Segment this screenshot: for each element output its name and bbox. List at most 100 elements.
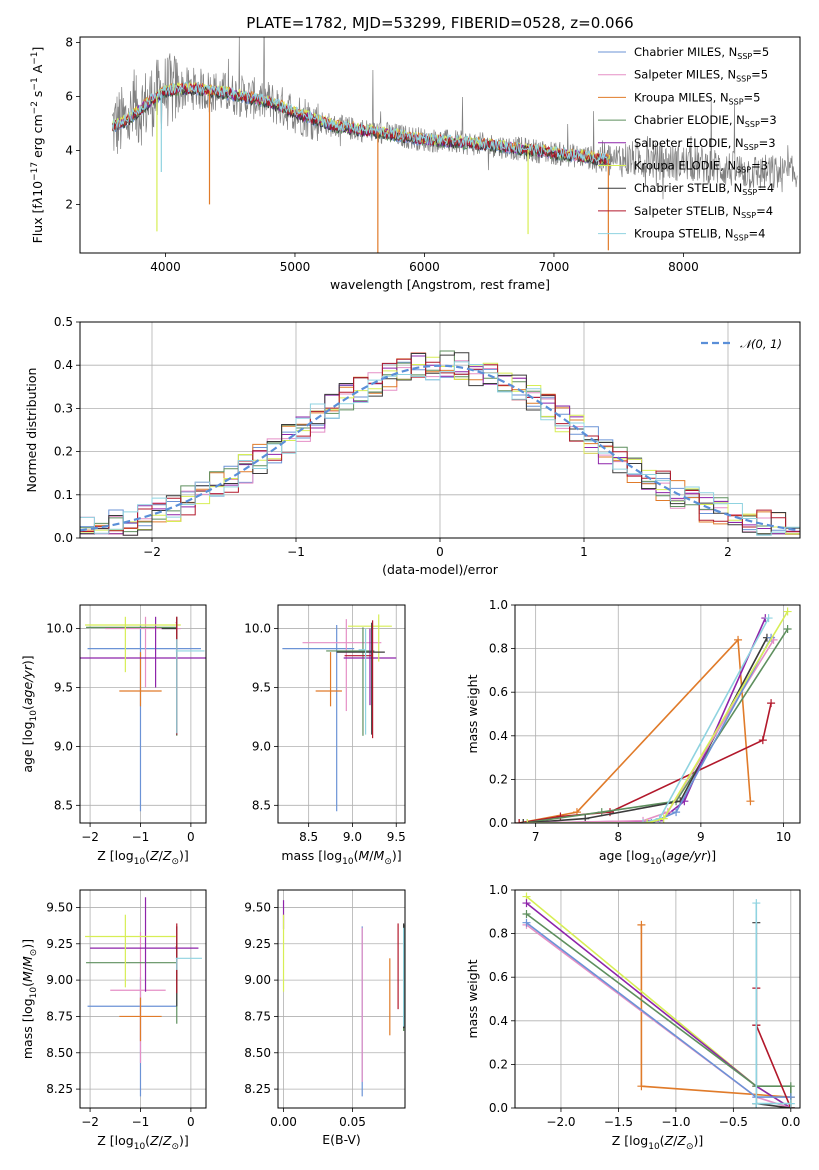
y-tick-label: 0.0 [54, 531, 73, 545]
cumulative-series [752, 918, 795, 1108]
y-tick-label: 10.0 [244, 622, 271, 636]
errorbar-point [326, 627, 375, 736]
errorbar-plot [85, 897, 202, 1097]
y-tick-label: 9.25 [46, 937, 73, 951]
y-tick-label: 9.00 [244, 973, 271, 987]
cumulative-plot [522, 892, 795, 1108]
plus-marker [556, 812, 565, 821]
cumulative-series [522, 892, 795, 1108]
cumulative-series [522, 918, 795, 1102]
plus-marker [734, 635, 743, 644]
y-tick-label: 8.25 [244, 1082, 271, 1096]
plus-marker [523, 819, 532, 823]
y-tick-label: 0.1 [54, 488, 73, 502]
errorbar-point [348, 614, 392, 662]
legend-base: Kroupa STELIB, N [634, 227, 734, 241]
y-tick-label: 9.50 [46, 900, 73, 914]
axes-frame [79, 604, 207, 824]
x-tick-label: 9 [697, 830, 705, 844]
x-tick-label: 0.00 [270, 1115, 297, 1129]
x-axis-label: Z [log10(Z/Z⊙)] [97, 848, 189, 867]
cumulative-line [527, 637, 772, 823]
plus-marker [643, 819, 652, 823]
axes-age-vs-mass: 8.5 9.0 9.5 8.5 9.0 9.5 10.0 mass [log10(M/M⊙)] [244, 604, 406, 867]
x-tick-label: 4000 [150, 260, 181, 274]
x-tick-label: 8.5 [299, 830, 318, 844]
errorbar-point [87, 977, 177, 1097]
observed-spectrum-line [112, 37, 798, 200]
x-tick-label: −2.0 [546, 1115, 575, 1129]
errorbar-point [90, 897, 199, 992]
gridlines [278, 890, 405, 1108]
axes-frame [277, 604, 406, 824]
y-tick-label: 8 [65, 35, 73, 49]
legend-val: =4 [756, 204, 773, 218]
legend-sub: SSP [741, 211, 756, 220]
plus-marker [519, 819, 528, 823]
y-tick-label: 9.5 [252, 680, 271, 694]
cumulative-series [752, 984, 795, 1108]
cumulative-line [523, 628, 789, 823]
y-tick-label: 0.8 [489, 927, 508, 941]
y-tick-label: 8.5 [54, 798, 73, 812]
axes-frame [79, 889, 207, 1109]
y-axis-label: age [log10(age/yr)] [20, 655, 39, 772]
y-tick-label: 4 [65, 143, 73, 157]
axes-mass-vs-z: −2 −1 0 8.25 8.50 8.75 9.00 9.25 9.50 Z [log10(Z/… [20, 889, 207, 1152]
x-tick-label: 9.5 [387, 830, 406, 844]
y-tick-label: 2 [65, 197, 73, 211]
axes-mass-vs-ebv: 0.00 0.05 8.25 8.50 8.75 9.00 9.25 9.50 E(B-V) [244, 889, 406, 1147]
legend-entry: Salpeter MILES, NSSP=5 [634, 68, 768, 84]
axes-frame [277, 889, 406, 1109]
histogram-plot [80, 350, 800, 536]
y-tick-label: 8.75 [46, 1009, 73, 1023]
cumulative-plot [515, 607, 792, 823]
legend-base: Chabrier STELIB, N [634, 181, 742, 195]
cumulative-series [523, 607, 792, 823]
legend-base: Chabrier MILES, N [634, 45, 737, 59]
x-tick-label: −1 [132, 1115, 150, 1129]
plus-marker [522, 899, 531, 908]
x-tick-label: −2 [81, 830, 99, 844]
y-tick-label: 8.50 [46, 1046, 73, 1060]
cumulative-series [523, 633, 776, 823]
errorbar-point [119, 652, 162, 707]
cumulative-line [755, 922, 791, 1108]
axes-cumulative-z: −2.0 −1.5 −1.0 −0.5 0.0 0.0 0.2 0.4 0.6 0.8 1.0 Z [… [465, 883, 801, 1152]
y-tick-label: 0.6 [489, 970, 508, 984]
legend-entry: Chabrier STELIB, NSSP=4 [634, 181, 774, 197]
legend-entry: Salpeter ELODIE, NSSP=3 [634, 136, 776, 152]
plus-marker [786, 1082, 795, 1091]
x-tick-label: 2 [724, 545, 732, 559]
x-tick-label: 5000 [280, 260, 311, 274]
y-tick-label: 6 [65, 89, 73, 103]
x-tick-label: 1 [580, 545, 588, 559]
y-tick-label: 8.75 [244, 1009, 271, 1023]
axes-cumulative-age: 7 8 9 10 0.0 0.2 0.4 0.6 0.8 1.0 age [log10(age/yr… [465, 598, 801, 867]
x-axis-label: Z [log10(Z/Z⊙)] [97, 1133, 189, 1152]
y-axis-label: Flux [fλ10−17 erg cm−2 s−1 A−1] [30, 47, 45, 244]
plus-marker [752, 899, 761, 908]
y-tick-label: 9.00 [46, 973, 73, 987]
x-tick-label: 0.0 [781, 1115, 800, 1129]
x-tick-label: 6000 [409, 260, 440, 274]
errorbar-point [302, 619, 382, 712]
legend-base: Salpeter ELODIE, N [634, 136, 744, 150]
y-tick-label: 0.5 [54, 315, 73, 329]
y-tick-label: 0.3 [54, 401, 73, 415]
gridlines [80, 890, 206, 1108]
plus-marker [764, 614, 773, 623]
plus-marker [783, 607, 792, 616]
cumulative-line [527, 639, 775, 823]
x-axis-label: Z [log10(Z/Z⊙)] [612, 1133, 704, 1152]
plus-marker [637, 1082, 646, 1091]
plus-marker [672, 808, 681, 817]
x-tick-label: 8 [614, 830, 622, 844]
cumulative-series [519, 633, 771, 823]
legend-base: Salpeter STELIB, N [634, 204, 741, 218]
errorbar-point [175, 957, 202, 970]
axes-residuals: −2 −1 0 1 2 0.0 0.1 0.2 0.3 0.4 0.5 (data-model)/er… [24, 315, 801, 577]
errorbar-point [336, 622, 385, 735]
errorbar-point [344, 620, 374, 739]
